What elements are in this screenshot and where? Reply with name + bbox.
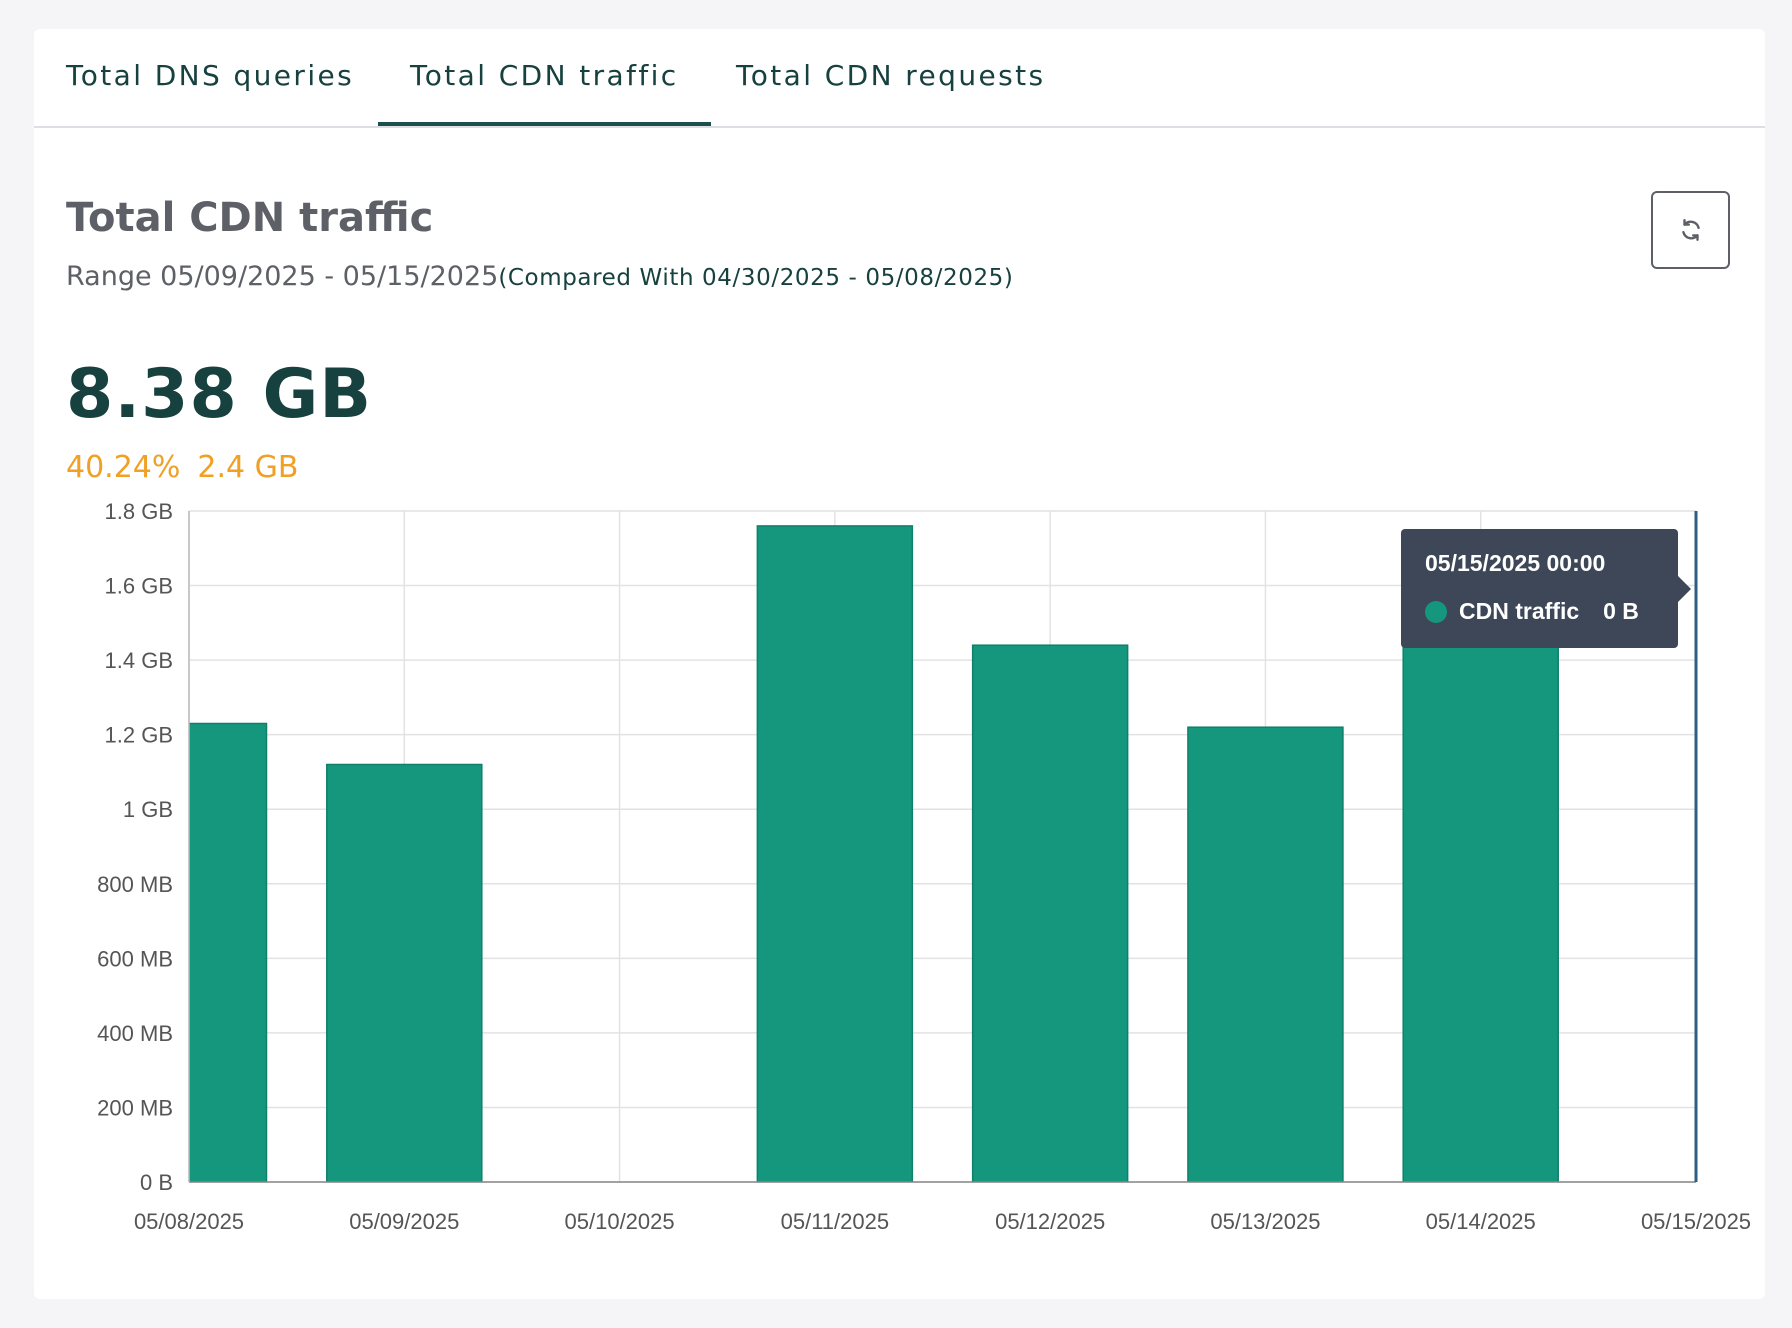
y-tick-label: 1.2 GB — [105, 723, 173, 748]
tooltip-value: 0 B — [1603, 598, 1639, 624]
y-tick-label: 0 B — [140, 1170, 173, 1195]
refresh-icon — [1681, 219, 1700, 241]
bar — [1187, 726, 1344, 1182]
compared-range: (Compared With 04/30/2025 - 05/08/2025) — [498, 265, 1014, 291]
panel-title: Total CDN traffic — [66, 195, 434, 241]
tab-total-cdn-traffic[interactable]: Total CDN traffic — [378, 59, 711, 126]
y-tick-label: 1 GB — [123, 797, 173, 822]
bar — [326, 763, 483, 1182]
delta: 40.24% 2.4 GB — [66, 450, 298, 485]
chart-tooltip: 05/15/2025 00:00 CDN traffic 0 B — [1401, 529, 1691, 648]
range-text: Range 05/09/2025 - 05/15/2025 — [66, 261, 499, 292]
y-tick-label: 200 MB — [97, 1095, 173, 1120]
bar — [756, 525, 914, 1182]
x-tick-label: 05/14/2025 — [1426, 1209, 1536, 1234]
x-tick-label: 05/10/2025 — [565, 1209, 675, 1234]
x-tick-label: 05/08/2025 — [134, 1209, 244, 1234]
date-range: Range 05/09/2025 - 05/15/2025(Compared W… — [66, 261, 1013, 292]
tooltip-series: CDN traffic — [1459, 598, 1580, 624]
y-tick-label: 1.8 GB — [105, 499, 173, 524]
y-tick-label: 600 MB — [97, 946, 173, 971]
bar — [971, 644, 1129, 1182]
y-tick-label: 400 MB — [97, 1021, 173, 1046]
total-value: 8.38 GB — [66, 355, 373, 434]
delta-value: 2.4 GB — [197, 450, 299, 485]
tooltip-date: 05/15/2025 00:00 — [1425, 550, 1606, 576]
bar — [1402, 592, 1559, 1182]
x-tick-label: 05/15/2025 — [1641, 1209, 1751, 1234]
tab-total-dns-queries[interactable]: Total DNS queries — [66, 59, 355, 92]
x-tick-label: 05/12/2025 — [995, 1209, 1105, 1234]
bar — [189, 722, 268, 1182]
series-dot-icon — [1425, 600, 1447, 623]
cdn-traffic-chart: 0 B 200 MB 400 MB 600 MB 800 MB 1 GB 1.2 GB 1.4… — [97, 499, 1751, 1234]
tooltip-row: CDN traffic 0 B — [1425, 598, 1654, 625]
refresh-button[interactable] — [1651, 191, 1730, 269]
y-tick-label: 1.4 GB — [105, 648, 173, 673]
traffic-card: Total DNS queries Total CDN traffic Tota… — [34, 29, 1765, 1299]
y-tick-label: 800 MB — [97, 872, 173, 897]
x-tick-label: 05/09/2025 — [349, 1209, 459, 1234]
x-tick-label: 05/11/2025 — [781, 1209, 889, 1234]
tab-total-cdn-requests[interactable]: Total CDN requests — [736, 59, 1046, 92]
delta-percent: 40.24% — [66, 450, 181, 485]
tab-bar: Total DNS queries Total CDN traffic Tota… — [34, 29, 1765, 128]
x-tick-label: 05/13/2025 — [1210, 1209, 1320, 1234]
y-tick-label: 1.6 GB — [105, 574, 173, 599]
